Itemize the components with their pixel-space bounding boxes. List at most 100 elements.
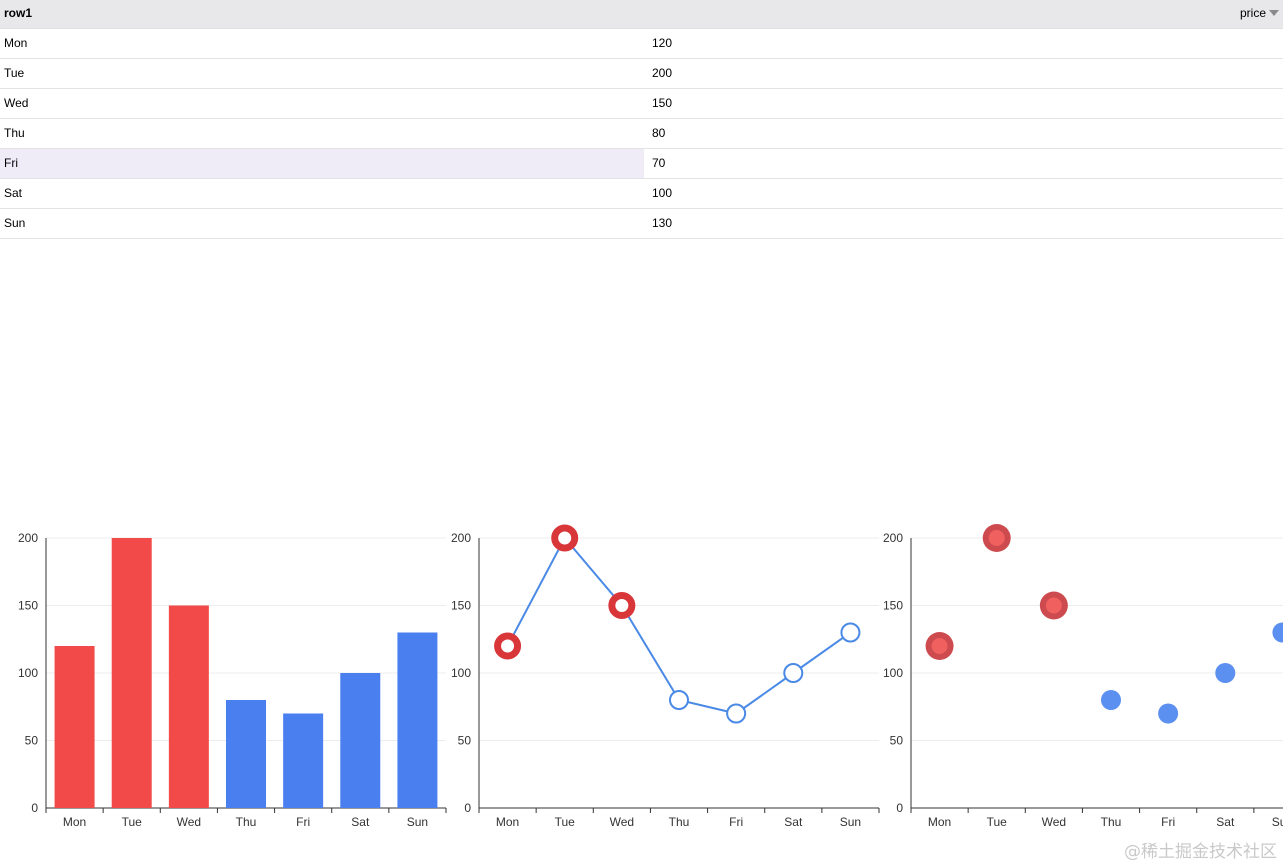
x-tick-label: Sun (840, 815, 861, 829)
y-tick-label: 200 (451, 531, 471, 545)
cell-day: Sat (4, 186, 23, 200)
table-row[interactable]: Thu 80 (0, 119, 1283, 149)
point-dot (1101, 690, 1121, 710)
bar-sat (340, 673, 381, 808)
x-tick-label: Sat (1216, 815, 1235, 829)
point-wed (1039, 591, 1068, 620)
y-tick-label: 100 (883, 666, 903, 680)
y-tick-label: 150 (883, 599, 903, 613)
x-tick-label: Fri (729, 815, 743, 829)
x-tick-label: Mon (496, 815, 519, 829)
watermark: @稀土掘金技术社区 (1124, 842, 1277, 862)
header-price[interactable]: price (1240, 6, 1279, 20)
point-tue (551, 524, 579, 552)
series-line (506, 536, 852, 715)
bar-wed (168, 605, 209, 808)
header-row1[interactable]: row1 (4, 6, 33, 20)
data-table: row1 price Mon 120 Tue 200 Wed 150 Thu 80 Fri 70 S… (0, 0, 1283, 239)
cell-day: Thu (4, 126, 25, 140)
y-tick-label: 100 (18, 666, 38, 680)
cell-price: 130 (652, 216, 673, 230)
bar-fri (283, 713, 324, 808)
y-tick-label: 50 (458, 734, 472, 748)
cell-day: Fri (0, 149, 644, 178)
point-sat (783, 663, 804, 683)
x-tick-label: Sat (784, 815, 803, 829)
x-tick-label: Tue (987, 815, 1008, 829)
cell-price: 100 (652, 186, 673, 200)
x-tick-label: Mon (928, 815, 951, 829)
y-tick-label: 200 (18, 531, 38, 545)
y-tick-label: 150 (451, 599, 471, 613)
cell-price: 150 (652, 96, 673, 110)
point-fri (1158, 703, 1179, 724)
bar-thu (226, 700, 266, 808)
x-tick-label: Fri (296, 815, 310, 829)
point-fri (726, 703, 747, 724)
point-mon (494, 632, 522, 660)
x-tick-label: Thu (669, 815, 690, 829)
header-price-label: price (1239, 6, 1266, 20)
point-tue (982, 524, 1011, 552)
cell-day: Tue (4, 66, 25, 80)
table-row[interactable]: Wed 150 (0, 89, 1283, 119)
bar-sun (397, 632, 438, 808)
bar-chart-svg: 0 50 100 150 200 Mon Tue Wed Thu Fri Sat Sun (18, 531, 447, 829)
y-tick-label: 100 (451, 666, 471, 680)
x-tick-label: Wed (610, 815, 634, 829)
cell-day: Sun (4, 216, 26, 230)
table-row[interactable]: Tue 200 (0, 59, 1283, 89)
point-core (1045, 597, 1062, 614)
table-row[interactable]: Sat 100 (0, 179, 1283, 209)
point-sun (840, 622, 861, 643)
cell-day: Mon (4, 36, 28, 50)
x-tick-label: Tue (555, 815, 576, 829)
line-chart: 0 50 100 150 200 Mon Tue Wed Thu Fri Sat Sun (433, 518, 880, 838)
scatter-chart: 0 50 100 150 200 Mon Tue Wed Thu Fri Sat Sun (866, 518, 1283, 838)
caret-down-icon[interactable] (1269, 10, 1279, 16)
y-tick-label: 0 (896, 801, 903, 815)
y-tick-label: 50 (25, 734, 39, 748)
point-core (988, 530, 1005, 546)
table-row[interactable]: Mon 120 (0, 29, 1283, 59)
x-tick-label: Wed (177, 815, 201, 829)
bar-chart: 0 50 100 150 200 Mon Tue Wed Thu Fri Sat Sun (0, 518, 447, 838)
table-row[interactable]: Fri 70 (0, 149, 1283, 179)
scatter-chart-svg: 0 50 100 150 200 Mon Tue Wed Thu Fri Sat Sun (883, 524, 1283, 829)
line-chart-svg: 0 50 100 150 200 Mon Tue Wed Thu Fri Sat Sun (451, 524, 880, 829)
x-tick-label: Sun (1272, 815, 1283, 829)
table-row[interactable]: Sun 130 (0, 209, 1283, 239)
point-dot (1272, 622, 1283, 643)
x-tick-label: Mon (63, 815, 86, 829)
x-tick-label: Fri (1161, 815, 1175, 829)
x-tick-label: Tue (122, 815, 143, 829)
x-tick-label: Sat (351, 815, 370, 829)
table-body: Mon 120 Tue 200 Wed 150 Thu 80 Fri 70 Sat 100 Sun 130 (0, 29, 1283, 239)
x-tick-label: Thu (1101, 815, 1122, 829)
point-thu (1101, 690, 1121, 710)
y-tick-label: 150 (18, 599, 38, 613)
cell-price: 70 (652, 156, 666, 170)
point-thu (669, 690, 689, 710)
x-tick-label: Wed (1042, 815, 1066, 829)
point-wed (608, 592, 636, 619)
point-sat (1215, 663, 1236, 683)
point-mon (925, 632, 954, 660)
table-header: row1 price (0, 0, 1283, 29)
cell-price: 120 (652, 36, 673, 50)
x-tick-label: Thu (236, 815, 257, 829)
y-tick-label: 50 (890, 734, 904, 748)
y-tick-label: 200 (883, 531, 903, 545)
cell-price: 80 (652, 126, 666, 140)
point-sun (1272, 622, 1283, 643)
bar-tue (111, 538, 152, 808)
bar-mon (54, 646, 95, 808)
x-tick-label: Sun (407, 815, 428, 829)
cell-day: Wed (4, 96, 29, 110)
cell-price: 200 (652, 66, 673, 80)
y-tick-label: 0 (464, 801, 471, 815)
point-dot (1215, 663, 1236, 683)
y-tick-label: 0 (31, 801, 38, 815)
point-dot (1158, 703, 1179, 724)
point-core (931, 638, 948, 654)
